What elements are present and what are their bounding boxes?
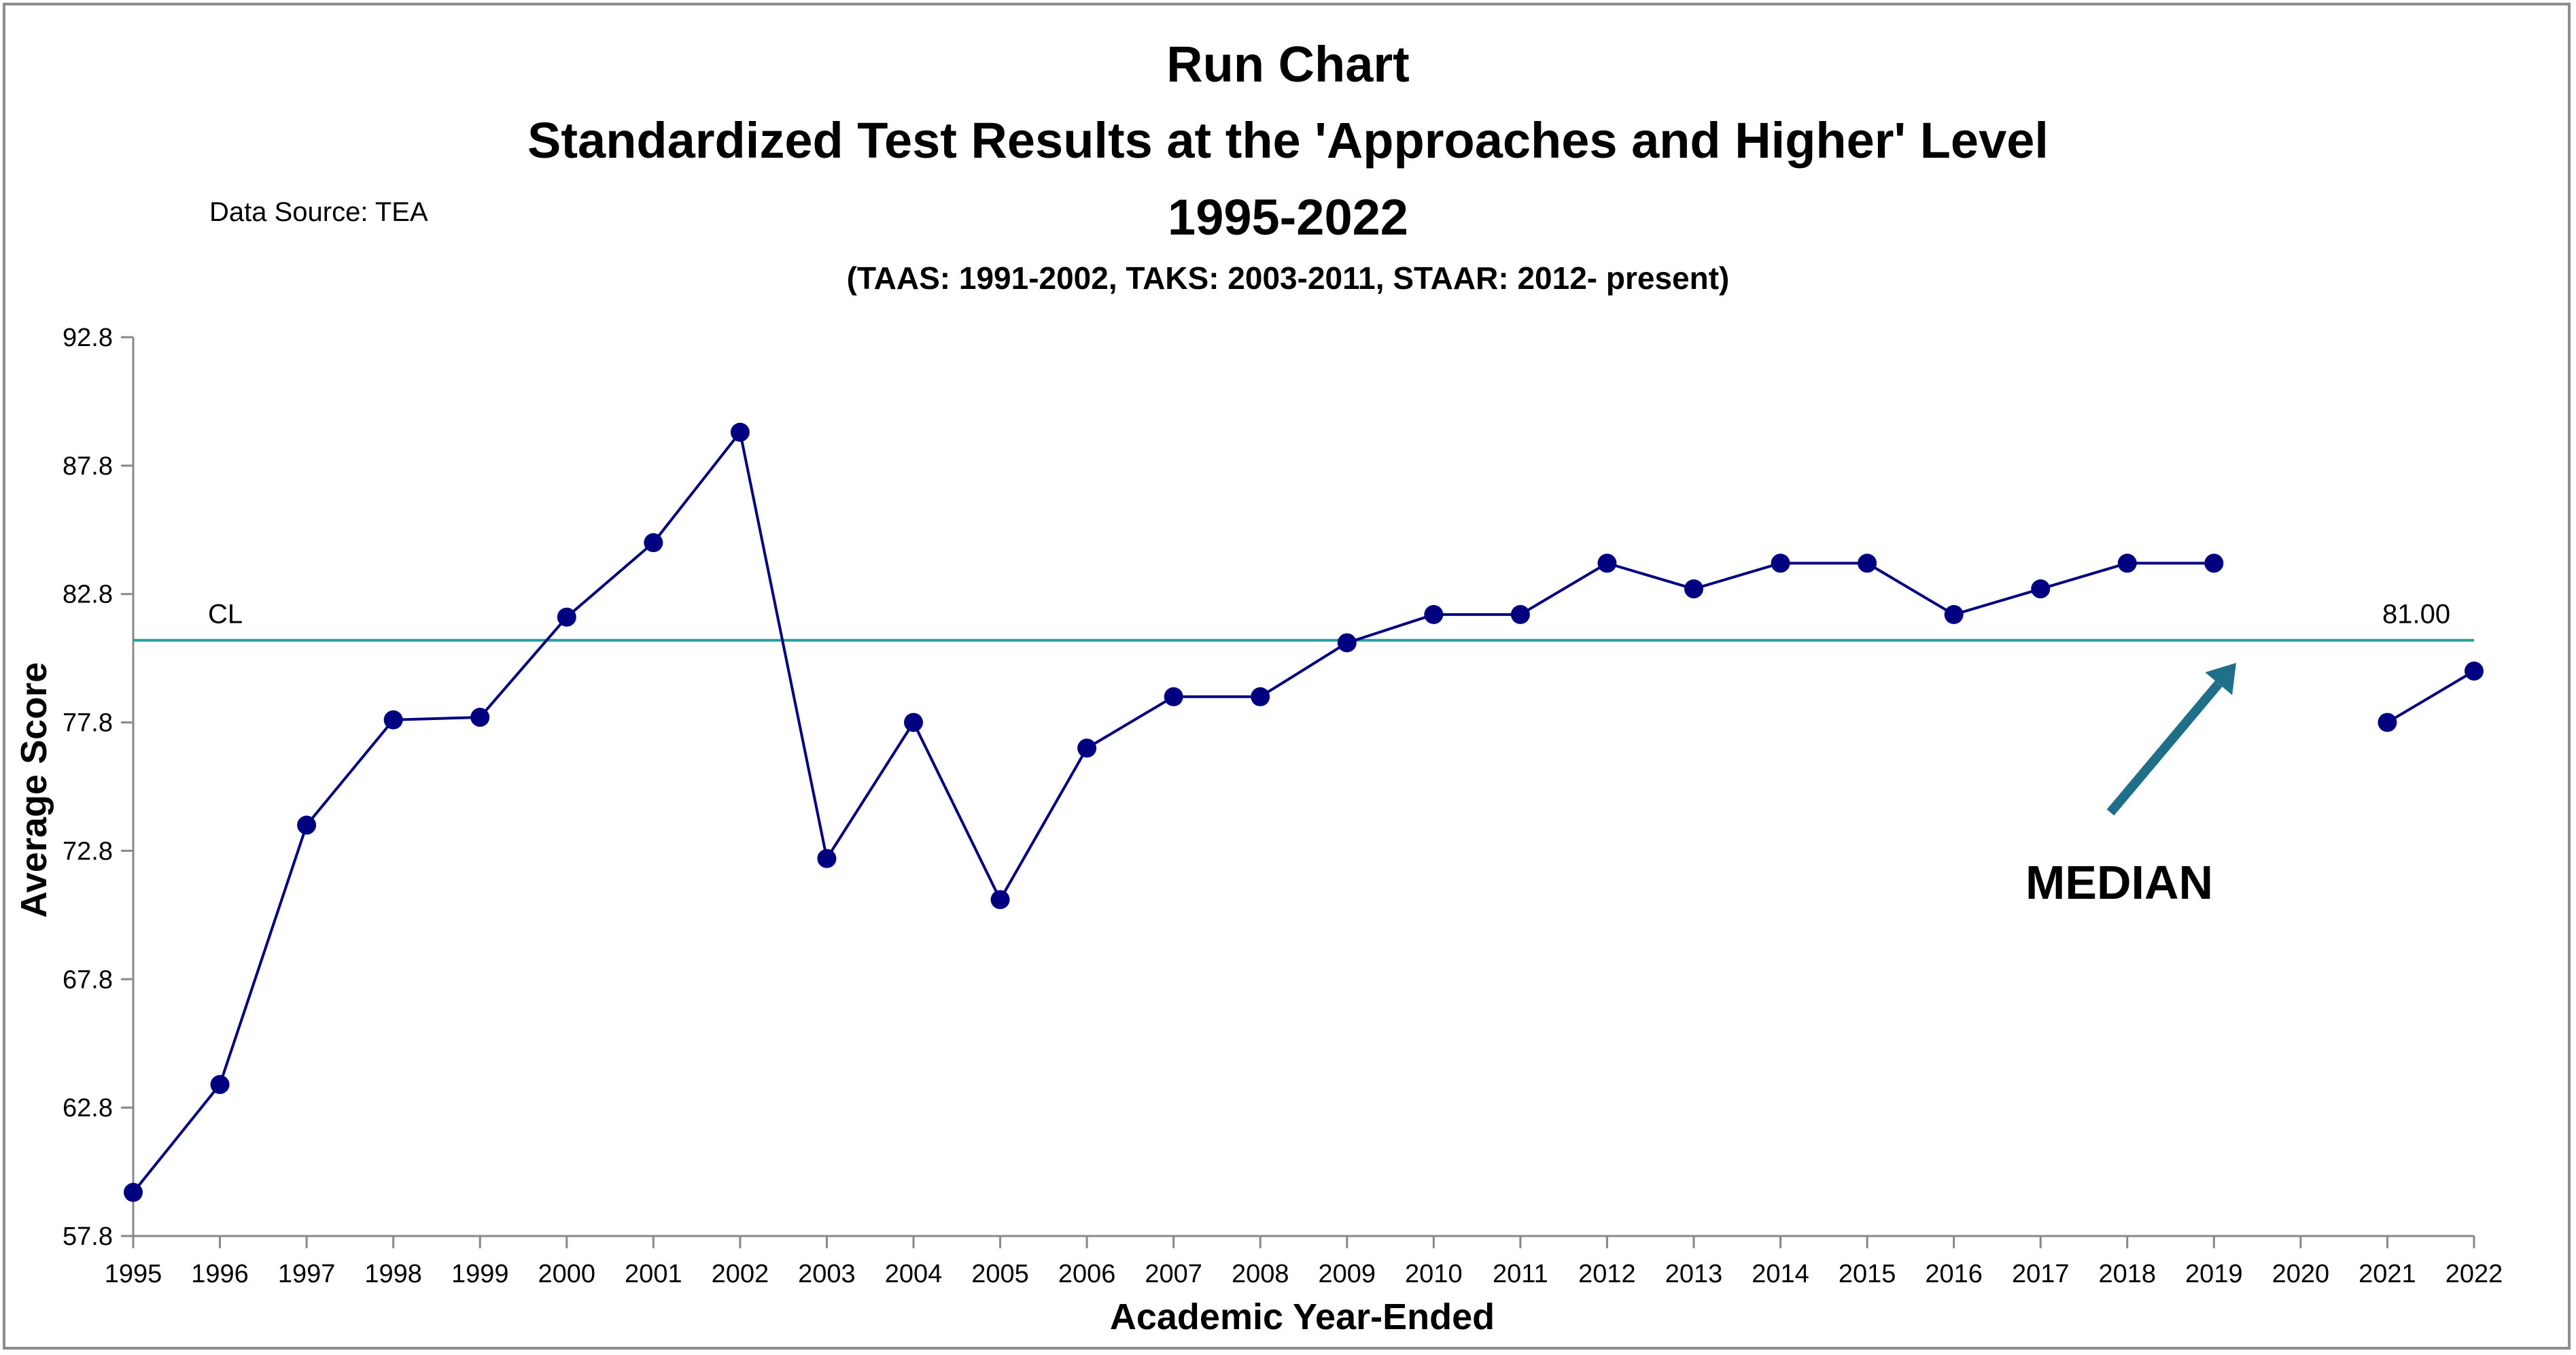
data-point	[644, 533, 663, 553]
data-point	[904, 713, 923, 732]
x-tick-label: 1998	[364, 1260, 422, 1288]
chart-test-note: (TAAS: 1991-2002, TAKS: 2003-2011, STAAR…	[847, 260, 1730, 296]
x-tick-label: 2017	[2012, 1260, 2070, 1288]
x-tick-label: 2016	[1925, 1260, 1983, 1288]
x-tick-label: 2000	[538, 1260, 596, 1288]
x-tick-label: 2009	[1319, 1260, 1376, 1288]
y-tick-label: 77.8	[63, 709, 113, 738]
x-tick-label: 2006	[1058, 1260, 1116, 1288]
data-point	[557, 607, 576, 627]
x-tick-label: 2004	[885, 1260, 943, 1288]
data-point	[1771, 553, 1790, 573]
x-tick-label: 2005	[971, 1260, 1029, 1288]
series-line	[132, 429, 2214, 1194]
data-point	[1597, 553, 1617, 573]
y-tick-label: 87.8	[63, 452, 113, 481]
x-tick-label: 1996	[191, 1260, 249, 1288]
center-line-value: 81.00	[2382, 600, 2450, 630]
x-tick-label: 2012	[1578, 1260, 1636, 1288]
x-tick-label: 1999	[451, 1260, 509, 1288]
y-tick-label: 82.8	[63, 581, 113, 609]
data-point	[383, 710, 403, 730]
data-point	[297, 815, 317, 835]
data-point	[817, 848, 837, 868]
x-tick-label: 2021	[2359, 1260, 2416, 1288]
x-tick-label: 1997	[278, 1260, 336, 1288]
series-line	[2386, 670, 2475, 724]
median-arrow-shaft	[2106, 681, 2223, 816]
data-point	[1077, 738, 1097, 758]
y-tick-label: 62.8	[63, 1094, 113, 1122]
x-tick-label: 2007	[1145, 1260, 1202, 1288]
chart-title: Run Chart	[1166, 36, 1410, 92]
data-point	[1858, 553, 1877, 573]
data-point	[1510, 604, 1530, 624]
chart-year-range: 1995-2022	[1168, 189, 1408, 245]
x-tick-label: 2020	[2272, 1260, 2330, 1288]
data-point	[1424, 604, 1444, 624]
y-tick-label: 72.8	[63, 837, 113, 865]
data-point	[2378, 713, 2397, 732]
x-tick-label: 2014	[1752, 1260, 1809, 1288]
data-point	[1251, 687, 1270, 706]
data-point	[2031, 579, 2051, 599]
data-point	[2117, 553, 2137, 573]
data-point	[1684, 579, 1703, 599]
median-arrow-head	[2205, 663, 2236, 696]
data-point	[1337, 633, 1357, 653]
x-tick-label: 2018	[2099, 1260, 2157, 1288]
x-tick-label: 2001	[625, 1260, 682, 1288]
data-point	[990, 890, 1010, 910]
data-point	[124, 1182, 143, 1202]
plot-area: 57.8 62.8 67.8 72.8 77.8 82.8 87.8 92.8 1995 1996…	[63, 324, 2503, 1288]
x-tick-label: 2002	[712, 1260, 769, 1288]
chart-subtitle: Standardized Test Results at the 'Approa…	[527, 112, 2049, 169]
y-tick-label: 92.8	[63, 324, 113, 352]
center-line-label: CL	[208, 600, 243, 630]
x-tick-label: 2003	[798, 1260, 856, 1288]
data-point	[210, 1075, 230, 1095]
data-point	[1944, 604, 1964, 624]
x-tick-label: 2019	[2185, 1260, 2243, 1288]
data-point	[470, 708, 490, 727]
chart-frame	[3, 3, 2571, 1350]
x-tick-label: 2015	[1839, 1260, 1896, 1288]
x-tick-label: 1995	[105, 1260, 162, 1288]
median-label: MEDIAN	[2025, 856, 2213, 909]
data-source-label: Data Source: TEA	[209, 197, 428, 227]
data-point	[1164, 687, 1183, 706]
data-point	[2204, 553, 2224, 573]
y-tick-label: 67.8	[63, 965, 113, 994]
y-tick-label: 57.8	[63, 1222, 113, 1251]
y-axis-label: Average Score	[14, 662, 54, 918]
x-tick-label: 2011	[1493, 1260, 1548, 1288]
data-point	[730, 422, 750, 442]
data-point	[2465, 662, 2484, 681]
x-axis-label: Academic Year-Ended	[1110, 1297, 1495, 1337]
x-tick-label: 2008	[1232, 1260, 1289, 1288]
x-tick-label: 2013	[1665, 1260, 1723, 1288]
x-tick-label: 2010	[1405, 1260, 1463, 1288]
x-tick-label: 2022	[2446, 1260, 2503, 1288]
